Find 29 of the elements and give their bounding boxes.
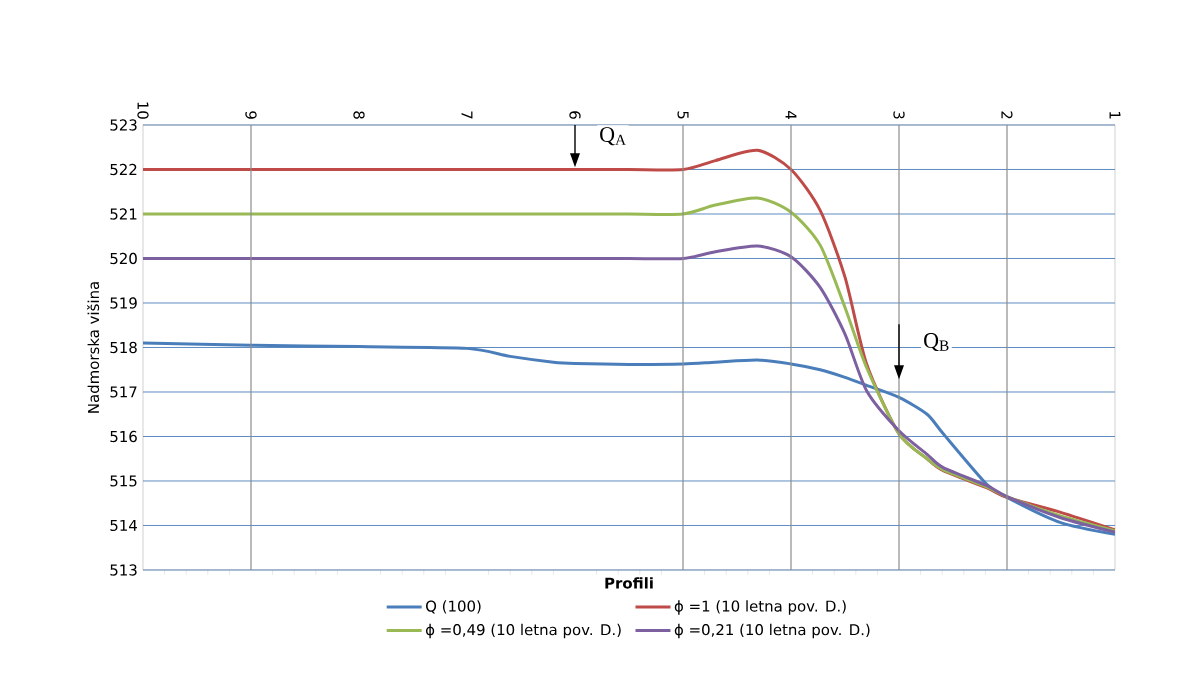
x-tick-label: 2	[1001, 111, 1013, 119]
y-tick-label: 522	[110, 163, 137, 176]
y-tick-label: 514	[110, 519, 137, 532]
annotation: Q$_{A}$	[600, 127, 626, 146]
x-tick-label: 4	[785, 111, 797, 119]
y-tick-label: 519	[110, 297, 137, 309]
x-tick-label: 5	[677, 111, 689, 119]
legend-label: ϕ =0,21 (10 letna pov. D.)	[674, 623, 870, 639]
x-tick-label: 6	[569, 111, 581, 119]
y-tick-label: 515	[110, 475, 137, 487]
x-axis-title: Profili	[605, 577, 653, 589]
y-axis-title: Nadmorska višina	[86, 282, 100, 413]
annotation: Q$_{B}$	[924, 333, 949, 352]
y-tick-label: 517	[110, 386, 137, 398]
legend-label: ϕ =1 (10 letna pov. D.)	[674, 600, 846, 615]
x-tick-label: 10	[137, 102, 149, 119]
x-tick-label: 7	[461, 111, 473, 119]
x-tick-label: 3	[893, 111, 905, 119]
x-tick-label: 1	[1109, 111, 1121, 119]
legend-label: ϕ =0,49 (10 letna pov. D.)	[426, 623, 621, 639]
legend-label: Q (100)	[426, 600, 481, 614]
x-tick-label: 9	[245, 111, 257, 119]
y-tick-label: 521	[110, 208, 137, 220]
y-tick-label: 513	[110, 564, 137, 576]
x-tick-label: 8	[353, 111, 365, 119]
y-tick-label: 518	[110, 341, 137, 354]
y-tick-label: 523	[110, 119, 137, 131]
y-tick-label: 520	[110, 252, 137, 265]
y-tick-label: 516	[110, 430, 137, 443]
